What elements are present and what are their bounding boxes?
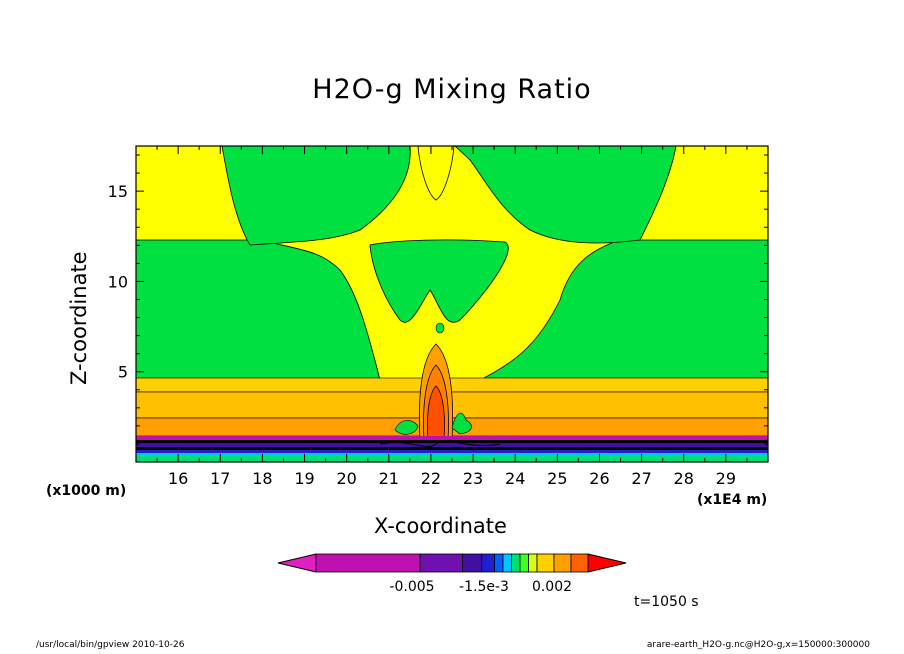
contour-field — [136, 146, 768, 462]
chart-title: H2O-g Mixing Ratio — [312, 74, 592, 105]
colorbar-segment — [481, 553, 495, 573]
x-tick-label: 16 — [168, 469, 188, 488]
colorbar-segment — [419, 553, 464, 573]
contour-green-lobe-right — [451, 412, 472, 435]
x-tick-label: 28 — [674, 469, 694, 488]
colorbar-tick-label: -1.5e-3 — [459, 579, 509, 595]
footer-right: arare-earth_H2O-g.nc@H2O-g,x=150000:3000… — [646, 640, 870, 650]
x-tick-label: 19 — [294, 469, 314, 488]
colorbar-segment — [511, 553, 521, 573]
y-axis-tick-labels: 5 10 15 — [108, 182, 128, 382]
contour-band-magenta — [136, 436, 768, 440]
x-unit-label: (x1E4 m) — [697, 492, 768, 508]
colorbar-segment — [536, 553, 555, 573]
colorbar-tick-label: -0.005 — [389, 579, 434, 595]
contour-band-black-2 — [136, 447, 768, 450]
colorbar-segment — [570, 553, 589, 573]
y-axis-label: Z-coordinate — [67, 251, 91, 385]
colorbar-arrow-left — [277, 553, 317, 573]
colorbar-segment — [502, 553, 512, 573]
contour-band-gold — [136, 377, 768, 393]
colorbar-segment — [528, 553, 538, 573]
x-tick-label: 29 — [716, 469, 736, 488]
contour-region-green-mid-right — [479, 239, 768, 381]
contour-plume-core — [427, 385, 445, 441]
contour-region-green-top-notch — [417, 146, 455, 201]
x-tick-label: 23 — [463, 469, 483, 488]
x-tick-label: 20 — [336, 469, 356, 488]
contour-band-cyan — [136, 453, 768, 456]
time-annotation: t=1050 s — [634, 594, 699, 610]
z-unit-label: (x1000 m) — [46, 483, 127, 499]
x-axis-tick-labels: 16 17 18 19 20 21 22 23 24 25 26 27 28 29 — [168, 469, 736, 488]
contour-region-green-upper-right — [454, 146, 677, 244]
x-tick-label: 24 — [505, 469, 525, 488]
colorbar — [277, 553, 627, 573]
contour-band-blue — [136, 450, 768, 453]
contour-line-surface-wave — [379, 440, 501, 448]
x-tick-label: 18 — [252, 469, 272, 488]
colorbar-segment — [519, 553, 529, 573]
x-tick-label: 21 — [379, 469, 399, 488]
colorbar-segment — [462, 553, 483, 573]
contour-region-green-upper-left — [221, 146, 411, 246]
colorbar-segment — [553, 553, 572, 573]
contour-small-blob — [435, 322, 445, 334]
colorbar-segment — [494, 553, 504, 573]
footer-left: /usr/local/bin/gpview 2010-10-26 — [36, 640, 185, 650]
x-tick-label: 22 — [421, 469, 441, 488]
colorbar-tick-label: 0.002 — [532, 579, 572, 595]
x-axis-ticks — [135, 146, 769, 462]
colorbar-arrow-right — [587, 553, 627, 573]
y-tick-label: 15 — [108, 182, 128, 201]
colorbar-labels: -0.005 -1.5e-3 0.002 — [389, 579, 572, 595]
x-tick-label: 27 — [631, 469, 651, 488]
contour-region-green-mid — [136, 239, 381, 381]
x-tick-label: 17 — [210, 469, 230, 488]
y-tick-label: 10 — [108, 272, 128, 291]
colorbar-segment — [315, 553, 421, 573]
y-tick-label: 5 — [118, 363, 128, 382]
y-axis-ticks — [136, 154, 768, 463]
x-tick-label: 25 — [547, 469, 567, 488]
contour-band-purple — [136, 443, 768, 447]
x-tick-label: 26 — [589, 469, 609, 488]
contour-green-lobe-left — [394, 420, 419, 435]
x-axis-label: X-coordinate — [374, 514, 507, 538]
contour-region-green-center-v — [369, 239, 509, 323]
